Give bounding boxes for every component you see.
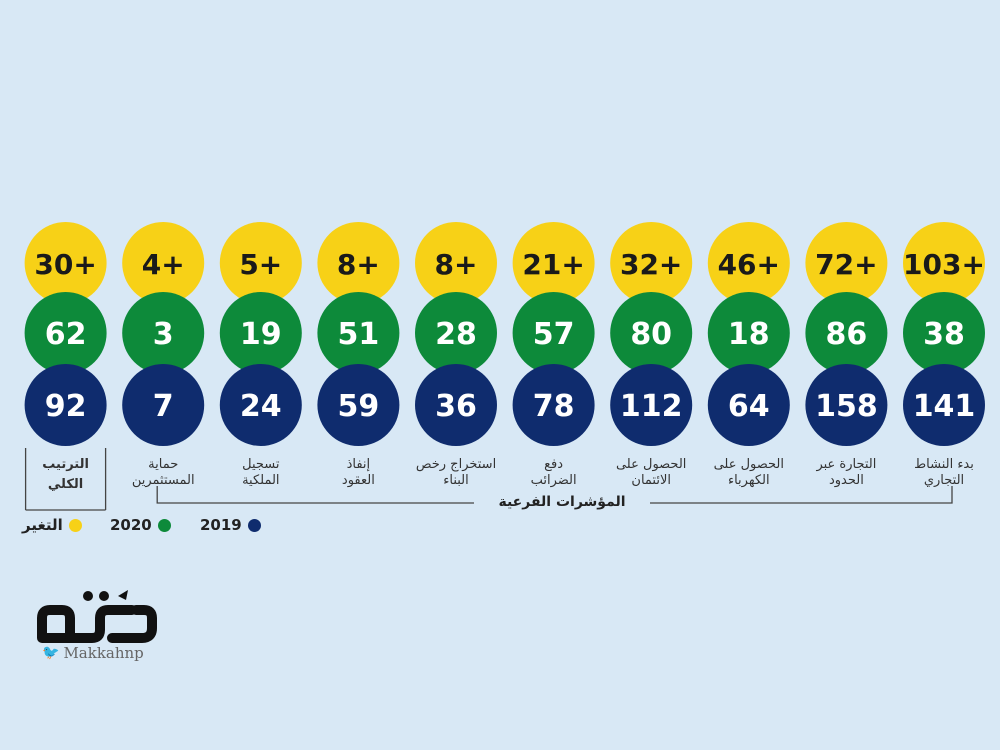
value-2020-0: 38 xyxy=(923,317,965,352)
value-2020-7: 19 xyxy=(240,317,282,352)
value-2020-5: 28 xyxy=(435,317,477,352)
value-2020-1: 86 xyxy=(826,317,868,352)
column-label-9: الترتيب الكلي xyxy=(42,457,89,492)
circle-2019-6 xyxy=(317,364,400,446)
legend-2020: 2020 xyxy=(110,514,171,536)
circle-change-8 xyxy=(122,222,205,304)
circle-2019-3 xyxy=(610,364,693,446)
circle-change-2 xyxy=(707,222,790,304)
circle-2019-1 xyxy=(805,364,888,446)
value-change-5: 8+ xyxy=(435,248,478,281)
overall-rank-bracket xyxy=(24,448,107,511)
circle-2019-2 xyxy=(707,364,790,446)
column-label-2: الحصول على الكهرباء xyxy=(714,457,784,488)
value-2019-9: 92 xyxy=(45,389,87,424)
column-label-5: استخراج رخص البناء xyxy=(416,457,496,488)
value-2020-4: 57 xyxy=(533,317,575,352)
sub-indicators-label: المؤشرات الفرعية xyxy=(474,494,650,510)
value-change-2: 46+ xyxy=(718,248,780,281)
value-2019-8: 7 xyxy=(153,389,174,424)
circle-2019-4 xyxy=(512,364,595,446)
twitter-icon: 🐦 xyxy=(42,645,60,661)
legend-2019-label: 2019 xyxy=(200,516,242,534)
legend-2019-dot xyxy=(247,518,261,532)
column-label-0: بدء النشاط التجاري xyxy=(914,457,974,488)
legend-2020-dot xyxy=(157,518,171,532)
circle-2020-4 xyxy=(512,292,595,374)
value-2020-3: 80 xyxy=(630,317,672,352)
circle-2020-9 xyxy=(24,292,107,374)
circle-2020-1 xyxy=(805,292,888,374)
legend-2019: 2019 xyxy=(200,514,261,536)
circle-2020-8 xyxy=(122,292,205,374)
circle-change-3 xyxy=(610,222,693,304)
legend-change-dot xyxy=(68,518,82,532)
value-2020-6: 51 xyxy=(338,317,380,352)
column-label-1: التجارة عبر الحدود xyxy=(815,457,876,488)
circle-2020-3 xyxy=(610,292,693,374)
twitter-handle: 🐦 Makkahnp xyxy=(42,644,144,662)
value-2019-0: 141 xyxy=(913,389,976,424)
makkah-logo xyxy=(37,590,157,643)
twitter-handle-text: Makkahnp xyxy=(63,644,144,662)
circle-change-7 xyxy=(219,222,302,304)
value-2020-8: 3 xyxy=(153,317,174,352)
value-change-6: 8+ xyxy=(337,248,380,281)
value-change-8: 4+ xyxy=(142,248,185,281)
value-2019-2: 64 xyxy=(728,389,770,424)
circle-change-1 xyxy=(805,222,888,304)
value-2019-4: 78 xyxy=(533,389,575,424)
circle-2019-0 xyxy=(903,364,985,446)
circle-change-6 xyxy=(317,222,400,304)
circle-2020-7 xyxy=(219,292,302,374)
value-2019-5: 36 xyxy=(435,389,477,424)
circle-2019-9 xyxy=(24,364,107,446)
circle-change-4 xyxy=(512,222,595,304)
value-2019-1: 158 xyxy=(815,389,878,424)
legend-change-label: التغير xyxy=(22,516,63,534)
value-2019-6: 59 xyxy=(338,389,380,424)
legend-change: التغير xyxy=(22,514,82,536)
value-2020-2: 18 xyxy=(728,317,770,352)
column-label-3: الحصول على الائتمان xyxy=(616,457,686,488)
column-label-8: حماية المستثمرين xyxy=(132,457,195,488)
value-2020-9: 62 xyxy=(45,317,87,352)
value-change-4: 21+ xyxy=(522,248,584,281)
value-change-3: 32+ xyxy=(620,248,682,281)
column-label-7: تسجيل الملكية xyxy=(242,457,280,488)
column-label-6: إنفاذ العقود xyxy=(342,457,375,488)
circle-2019-8 xyxy=(122,364,205,446)
circle-change-5 xyxy=(415,222,497,304)
value-change-7: 5+ xyxy=(239,248,282,281)
circle-2020-2 xyxy=(707,292,790,374)
circle-2020-6 xyxy=(317,292,400,374)
value-change-1: 72+ xyxy=(815,248,877,281)
value-2019-7: 24 xyxy=(240,389,282,424)
circle-2019-7 xyxy=(219,364,302,446)
column-label-4: دفع الضرائب xyxy=(531,457,577,488)
value-2019-3: 112 xyxy=(620,389,683,424)
circle-2020-0 xyxy=(903,292,985,374)
value-change-9: 30+ xyxy=(34,248,96,281)
indicator-chart: 103+ 38 141 72+ 86 158 46+ 18 64 32+ 80 112 21+ 57 78 8… xyxy=(24,222,985,511)
circle-2020-5 xyxy=(415,292,497,374)
legend-2020-label: 2020 xyxy=(110,516,152,534)
circle-change-0 xyxy=(903,222,985,304)
circle-2019-5 xyxy=(415,364,497,446)
value-change-0: 103+ xyxy=(903,248,985,281)
circle-change-9 xyxy=(24,222,107,304)
